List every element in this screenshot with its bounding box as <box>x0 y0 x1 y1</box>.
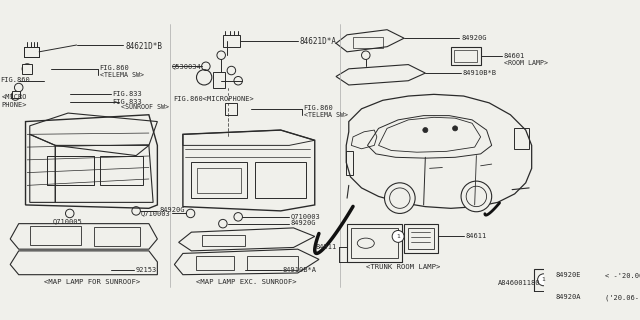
Text: 1: 1 <box>541 277 545 282</box>
Bar <box>351 228 398 258</box>
Circle shape <box>452 126 458 131</box>
Text: <MICRO: <MICRO <box>2 94 28 100</box>
Text: <MAP LAMP FOR SUNROOF>: <MAP LAMP FOR SUNROOF> <box>44 279 140 285</box>
Text: 84611: 84611 <box>465 233 486 239</box>
Bar <box>191 163 246 198</box>
Bar <box>22 64 33 74</box>
Text: Q530034: Q530034 <box>172 63 202 69</box>
Bar <box>346 151 353 175</box>
Text: <SUNROOF SW>: <SUNROOF SW> <box>121 104 169 110</box>
Circle shape <box>538 274 550 286</box>
Text: PHONE>: PHONE> <box>2 102 28 108</box>
Bar <box>223 35 240 47</box>
Bar <box>24 47 39 57</box>
Bar <box>30 226 81 245</box>
Bar <box>12 91 20 98</box>
Text: 84920G: 84920G <box>159 207 184 213</box>
Text: 84621D*B: 84621D*B <box>125 42 162 51</box>
Text: 84911: 84911 <box>316 244 337 250</box>
Text: <TRUNK ROOM LAMP>: <TRUNK ROOM LAMP> <box>366 265 440 270</box>
Bar <box>100 156 143 185</box>
Circle shape <box>392 230 404 242</box>
Text: FIG.833: FIG.833 <box>112 99 142 105</box>
Bar <box>47 156 93 185</box>
Text: <TELEMA SW>: <TELEMA SW> <box>100 72 143 78</box>
Bar <box>197 167 241 193</box>
Text: <ROOM LAMP>: <ROOM LAMP> <box>504 60 548 66</box>
Text: < -'20.06): < -'20.06) <box>605 272 640 279</box>
Text: 84910B*B: 84910B*B <box>463 70 497 76</box>
Bar <box>404 224 438 253</box>
Text: 84920A: 84920A <box>556 294 581 300</box>
Text: 84920G: 84920G <box>461 35 486 41</box>
Text: FIG.860: FIG.860 <box>304 105 333 111</box>
Text: Q710003: Q710003 <box>140 210 170 216</box>
Bar <box>353 36 383 48</box>
Bar <box>255 163 307 198</box>
Text: 84920G: 84920G <box>291 220 316 226</box>
Text: FIG.860: FIG.860 <box>100 65 129 71</box>
Bar <box>196 256 234 270</box>
Bar <box>454 50 477 62</box>
Text: Q710005: Q710005 <box>52 219 83 225</box>
Bar <box>24 47 39 57</box>
Text: Q710003: Q710003 <box>291 213 321 220</box>
Polygon shape <box>346 94 532 208</box>
Bar <box>202 235 245 246</box>
Text: 84920E: 84920E <box>556 272 581 278</box>
Bar <box>246 256 298 270</box>
Text: FIG.833: FIG.833 <box>112 91 142 97</box>
Circle shape <box>461 181 492 212</box>
Bar <box>93 227 140 246</box>
Text: 84621D*A: 84621D*A <box>300 37 337 46</box>
Bar <box>212 72 225 88</box>
Text: <TELEMA SW>: <TELEMA SW> <box>304 112 348 118</box>
Text: 84601: 84601 <box>504 53 525 59</box>
Bar <box>47 156 93 185</box>
Ellipse shape <box>357 238 374 248</box>
Bar <box>225 103 237 115</box>
Circle shape <box>423 128 428 132</box>
Text: FIG.860: FIG.860 <box>0 77 29 83</box>
Circle shape <box>385 183 415 213</box>
Text: FIG.860<MICROPHONE>: FIG.860<MICROPHONE> <box>173 96 254 102</box>
Bar <box>408 228 434 249</box>
Text: 92153: 92153 <box>136 267 157 273</box>
Bar <box>347 224 403 262</box>
Bar <box>451 47 481 65</box>
Text: <MAP LAMP EXC. SUNROOF>: <MAP LAMP EXC. SUNROOF> <box>196 279 297 285</box>
Bar <box>534 269 640 313</box>
Text: ('20.06- ): ('20.06- ) <box>605 294 640 301</box>
Text: A846001180: A846001180 <box>498 280 540 286</box>
Bar <box>514 128 529 149</box>
Polygon shape <box>336 30 404 52</box>
Text: 1: 1 <box>396 234 400 239</box>
Text: 84910B*A: 84910B*A <box>282 267 316 273</box>
